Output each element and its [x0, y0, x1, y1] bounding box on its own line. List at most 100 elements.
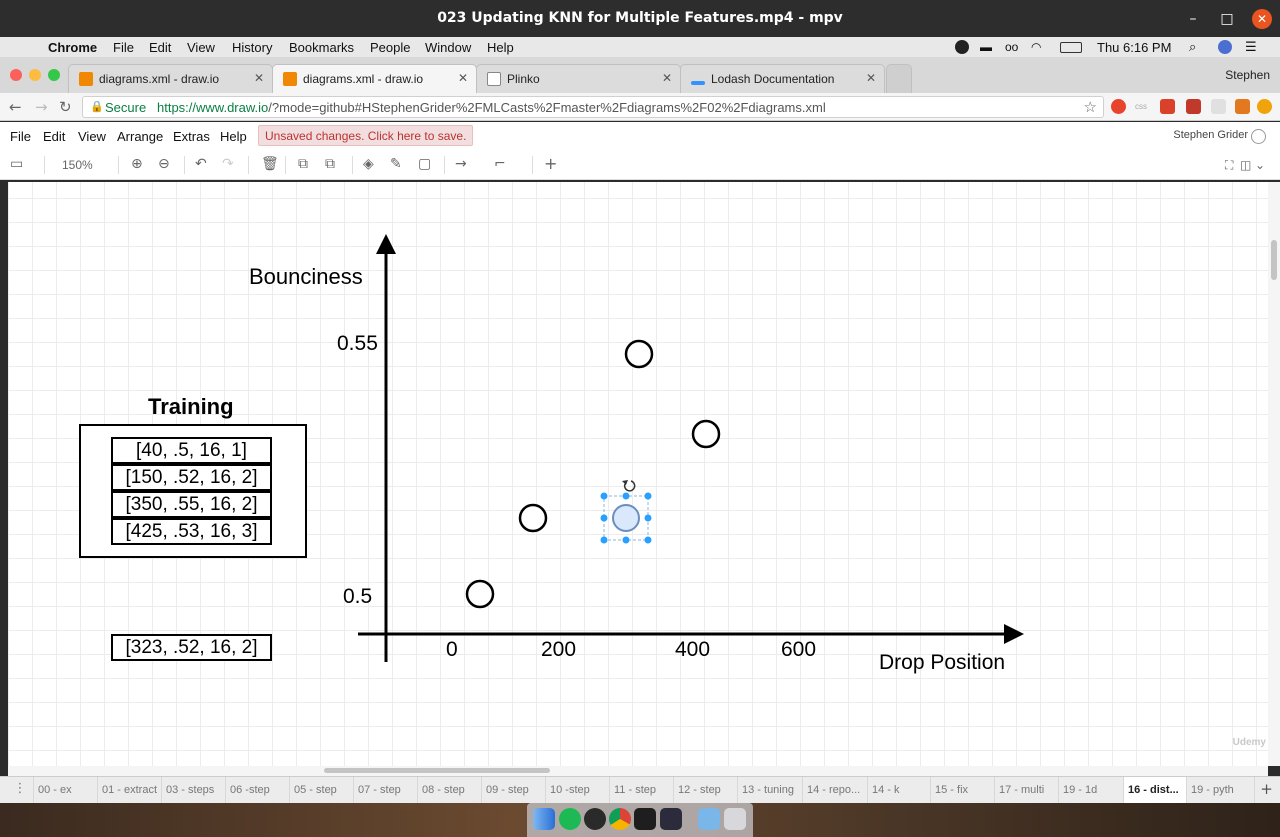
shadow-icon[interactable]: ▢	[418, 156, 432, 172]
page-tab[interactable]: 01 - extract	[97, 777, 162, 804]
undo-icon[interactable]: ↶	[195, 156, 207, 172]
zoom-window-dot[interactable]	[48, 69, 60, 81]
maximize-button[interactable]: □	[1220, 11, 1234, 27]
minimize-button[interactable]: –	[1189, 11, 1197, 27]
training-row[interactable]: [150, .52, 16, 2]	[111, 464, 272, 491]
menu-help[interactable]: Help	[487, 40, 514, 55]
selected-point[interactable]	[600, 492, 652, 544]
drawio-menu-file[interactable]: File	[10, 129, 31, 144]
chrome-dock-icon[interactable]	[609, 808, 631, 830]
page-tab[interactable]: 09 - step	[481, 777, 546, 804]
extension-orange-icon[interactable]	[1257, 99, 1272, 114]
page-tab[interactable]: 07 - step	[353, 777, 418, 804]
globe-icon[interactable]	[1251, 129, 1266, 144]
user-name[interactable]: Stephen Grider	[1173, 129, 1248, 141]
y-tick-label[interactable]: 0.55	[337, 332, 378, 355]
connection-icon[interactable]: →	[455, 156, 467, 172]
menu-people[interactable]: People	[370, 40, 411, 55]
page-tab[interactable]: 06 -step	[225, 777, 290, 804]
terminal-icon[interactable]	[634, 808, 656, 830]
tab-close-icon[interactable]: ✕	[253, 71, 264, 85]
menu-edit[interactable]: Edit	[149, 40, 172, 55]
page-tab[interactable]: 14 - k	[867, 777, 931, 804]
minimize-window-dot[interactable]	[29, 69, 41, 81]
to-back-icon[interactable]: ⧉	[325, 156, 335, 172]
spotify-icon[interactable]	[559, 808, 581, 830]
fullscreen-icon[interactable]: ⛶	[1225, 158, 1234, 172]
training-row[interactable]: [40, .5, 16, 1]	[111, 437, 272, 464]
menu-window[interactable]: Window	[425, 40, 472, 55]
menu-app-name[interactable]: Chrome	[48, 40, 98, 55]
tab-plinko[interactable]: Plinko ✕	[476, 64, 681, 93]
obs-dock-icon[interactable]	[584, 808, 606, 830]
page-tab[interactable]: 00 - ex	[33, 777, 98, 804]
tab-close-icon[interactable]: ✕	[661, 71, 672, 85]
bookmark-star-icon[interactable]: ☆	[1083, 98, 1097, 116]
drawio-menu-extras[interactable]: Extras	[173, 129, 210, 144]
page-tab[interactable]: 05 - step	[289, 777, 354, 804]
tab-diagrams-2[interactable]: diagrams.xml - draw.io ✕	[272, 64, 477, 93]
close-button[interactable]: ✕	[1252, 9, 1272, 29]
extension-grey-icon[interactable]	[1211, 99, 1226, 114]
x-axis-label[interactable]: Drop Position	[879, 651, 1006, 674]
x-tick-label[interactable]: 0	[446, 638, 458, 661]
horizontal-scrollbar[interactable]	[8, 766, 1268, 776]
format-panel-icon[interactable]: ▭	[10, 156, 24, 172]
data-point[interactable]	[518, 503, 548, 533]
menu-bookmarks[interactable]: Bookmarks	[289, 40, 355, 55]
extension-red-icon[interactable]	[1160, 99, 1175, 114]
vertical-scroll-thumb[interactable]	[1271, 240, 1277, 280]
extension-shield-icon[interactable]	[1186, 99, 1201, 114]
page-tab[interactable]: 13 - tuning	[737, 777, 803, 804]
new-tab-button[interactable]	[886, 64, 912, 93]
x-tick-label[interactable]: 400	[675, 638, 711, 661]
menu-file[interactable]: File	[113, 40, 134, 55]
to-front-icon[interactable]: ⧉	[298, 156, 308, 172]
page-tab[interactable]: 11 - step	[609, 777, 674, 804]
fill-color-icon[interactable]: ◈	[363, 156, 374, 172]
x-tick-label[interactable]: 200	[541, 638, 577, 661]
close-window-dot[interactable]	[10, 69, 22, 81]
page-tab[interactable]: 19 - 1d	[1058, 777, 1124, 804]
page-tab[interactable]: 08 - step	[417, 777, 482, 804]
page-tab[interactable]: 17 - multi	[994, 777, 1059, 804]
line-color-icon[interactable]: ✎	[390, 156, 402, 172]
x-tick-label[interactable]: 600	[781, 638, 817, 661]
vscode-icon[interactable]	[660, 808, 682, 830]
test-point-row[interactable]: [323, .52, 16, 2]	[111, 634, 272, 661]
page-tab[interactable]: 12 - step	[673, 777, 738, 804]
training-title[interactable]: Training	[148, 394, 234, 419]
data-point[interactable]	[465, 579, 495, 609]
zoom-in-icon[interactable]: ⊕	[131, 156, 143, 172]
clock[interactable]: Thu 6:16 PM	[1097, 40, 1172, 55]
delete-icon[interactable]: 🗑	[261, 156, 279, 172]
menu-history[interactable]: History	[232, 40, 273, 55]
forward-icon[interactable]: →	[35, 98, 48, 116]
menu-view[interactable]: View	[187, 40, 215, 55]
profile-name[interactable]: Stephen	[1225, 68, 1270, 82]
pages-menu-icon[interactable]: ⋮	[13, 781, 27, 796]
y-axis-label[interactable]: Bounciness	[249, 264, 363, 289]
vertical-scrollbar[interactable]	[1268, 182, 1280, 766]
tab-close-icon[interactable]: ✕	[457, 71, 468, 85]
back-icon[interactable]: ←	[9, 98, 22, 116]
spotlight-icon[interactable]: ⌕	[1189, 40, 1197, 55]
training-row[interactable]: [425, .53, 16, 3]	[111, 518, 272, 545]
data-point[interactable]	[691, 419, 721, 449]
drawio-menu-arrange[interactable]: Arrange	[117, 129, 164, 144]
siri-icon[interactable]	[1218, 40, 1232, 54]
drawio-menu-edit[interactable]: Edit	[43, 129, 66, 144]
diagram-canvas[interactable]: Training [40, .5, 16, 1] [150, .52, 16, …	[8, 182, 1268, 766]
data-point[interactable]	[624, 339, 654, 369]
page-tab[interactable]: 19 - pyth	[1186, 777, 1252, 804]
zoom-select[interactable]: 150%	[62, 158, 93, 172]
rotate-handle-icon[interactable]	[622, 480, 636, 492]
tab-diagrams-1[interactable]: diagrams.xml - draw.io ✕	[68, 64, 273, 93]
page-tab[interactable]: 03 - steps	[161, 777, 226, 804]
css-extension-icon[interactable]: css	[1135, 102, 1147, 111]
battery-icon[interactable]	[1060, 42, 1082, 53]
finder-icon[interactable]	[533, 808, 555, 830]
reload-icon[interactable]: ↻	[59, 98, 72, 116]
trash-icon[interactable]	[724, 808, 746, 830]
tab-close-icon[interactable]: ✕	[865, 71, 876, 85]
